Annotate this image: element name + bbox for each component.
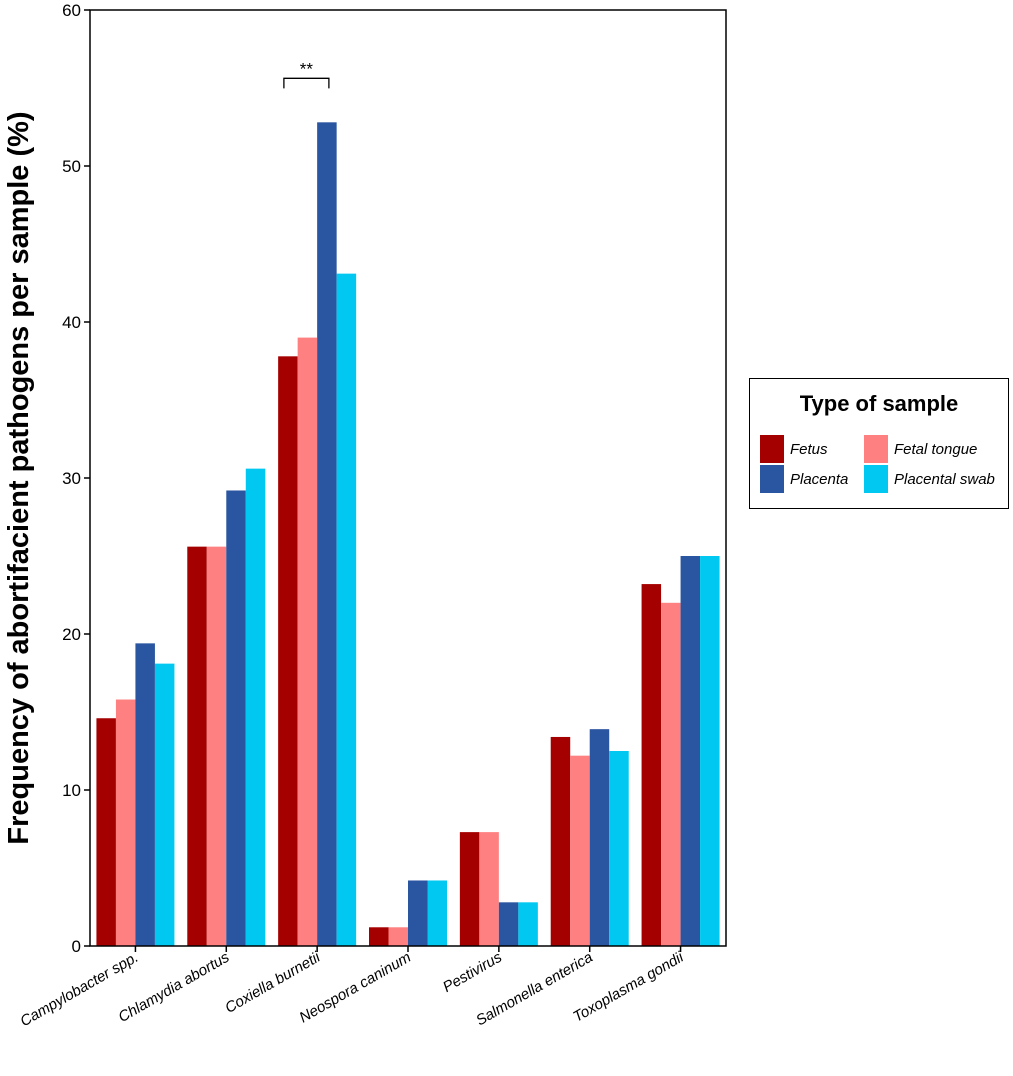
bar-placenta [135,643,155,946]
bar-fetus [278,356,298,946]
x-tick-label: Pestivirus [440,948,505,995]
bar-fetal-tongue [297,337,318,947]
bar-fetal-tongue [388,927,408,946]
y-tick-label: 0 [72,937,81,956]
bar-placental-swab [609,751,629,946]
bar-placental-swab [427,880,447,946]
legend: Type of sample Fetus Fetal tongue Placenta… [749,378,1009,509]
bar-placenta [680,556,701,946]
y-tick-label: 60 [62,1,81,20]
bar-placenta [317,122,337,946]
legend-item-placenta: Placenta [760,465,848,493]
legend-label: Fetal tongue [894,440,978,458]
bar-fetus [550,736,571,946]
significance-bracket [283,77,330,89]
bar-fetus [369,927,389,946]
y-tick-label: 30 [62,469,81,488]
bar-placenta [589,729,610,946]
bar-fetus [187,546,207,946]
legend-swatch [760,465,784,493]
legend-label: Fetus [790,440,828,458]
bar-fetal-tongue [570,755,590,946]
legend-title: Type of sample [799,391,959,416]
bar-placental-swab [336,273,357,946]
legend-item-fetal-tongue: Fetal tongue [864,435,977,463]
bar-placenta [226,490,246,946]
bar-fetal-tongue [661,602,681,946]
bar-placental-swab [518,902,538,946]
legend-item-fetus: Fetus [760,435,828,463]
y-tick-label: 40 [62,313,81,332]
bar-placenta [498,902,519,946]
legend-swatch [760,435,784,463]
bar-placental-swab [154,663,175,946]
plot-frame [89,9,727,947]
y-tick-label: 10 [62,781,81,800]
y-tick-label: 50 [62,157,81,176]
y-tick-label: 20 [62,625,81,644]
bar-placental-swab [700,556,720,946]
bar-placental-swab [245,468,266,946]
legend-item-placental-swab: Placental swab [864,465,995,493]
legend-swatch [864,465,888,493]
legend-label: Placental swab [894,470,995,488]
y-axis-title: Frequency of abortifacient pathogens per… [3,111,35,844]
legend-swatch [864,435,888,463]
bar-fetus [641,584,662,946]
bar-fetus [96,718,116,946]
significance-label: ** [300,59,314,78]
legend-label: Placenta [790,470,849,488]
bar-fetal-tongue [115,699,136,946]
bar-fetus [459,832,480,946]
bar-fetal-tongue [479,832,499,946]
bar-placenta [408,880,428,946]
bar-fetal-tongue [206,546,227,946]
